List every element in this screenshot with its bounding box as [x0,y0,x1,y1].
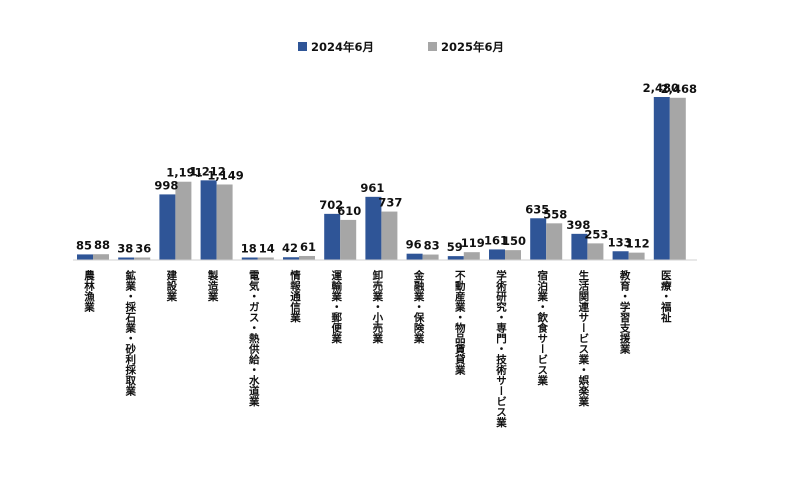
data-label-1-3: 998 [154,178,178,192]
legend-label-2: 2025年6月 [441,40,504,54]
category-label-2: 鉱業・採石業・砂利採取業 [124,269,136,397]
bar-2-12 [546,223,563,260]
bar-2-14 [628,252,645,260]
bar-2-5 [257,257,274,260]
legend-swatch-2 [428,42,437,51]
category-label-3: 建設業 [165,269,177,302]
bar-1-13 [571,233,588,260]
data-label-1-14: 133 [608,235,632,249]
bar-2-2 [134,257,151,260]
bar-1-1 [77,254,93,260]
category-label-12: 宿泊業・飲食サービス業 [536,269,548,386]
bar-2-11 [505,250,521,260]
data-label-2-4: 1,149 [207,168,243,182]
bar-2-7 [340,219,357,260]
data-label-2-6: 61 [300,240,316,254]
data-label-2-9: 83 [424,239,440,253]
category-label-15: 医療・福祉 [660,270,672,323]
bar-1-3 [159,194,176,260]
data-label-2-3: 1,191 [166,166,202,180]
data-label-2-15: 2,468 [661,82,697,96]
data-label-2-14: 112 [626,237,650,251]
category-label-9: 金融業・保険業 [413,269,425,344]
bar-1-2 [118,257,135,260]
data-label-2-1: 88 [94,238,110,252]
data-label-1-1: 85 [76,238,92,252]
data-label-1-13: 398 [566,218,590,232]
bar-1-7 [324,213,341,260]
legend: 2024年6月 2025年6月 [298,40,504,54]
data-label-2-8: 737 [378,196,402,210]
data-label-1-10: 59 [447,240,463,254]
data-label-1-9: 96 [406,238,422,252]
bar-1-4 [200,180,217,260]
legend-label-1: 2024年6月 [311,40,374,54]
category-label-4: 製造業 [207,269,219,302]
bar-1-5 [241,257,258,260]
bar-1-15 [653,97,670,260]
data-label-1-7: 702 [319,198,343,212]
data-label-2-10: 119 [461,236,485,250]
category-label-1: 農林漁業 [83,269,95,313]
bar-2-15 [669,97,686,260]
category-label-8: 卸売業・小売業 [371,269,383,344]
data-label-1-12: 635 [525,202,549,216]
bar-2-6 [299,255,315,260]
data-label-2-12: 558 [543,207,567,221]
bars [77,97,686,260]
bar-1-9 [406,253,423,260]
data-label-1-5: 18 [241,242,257,256]
bar-2-4 [216,184,233,260]
category-label-11: 学術研究・専門・技術サービス業 [495,269,507,428]
data-label-2-2: 36 [135,242,151,256]
bar-1-11 [489,249,505,260]
category-label-14: 教育・学習支援業 [619,269,631,355]
category-label-13: 生活関連サービス業・娯楽業 [577,269,589,407]
data-label-1-15: 2,480 [643,81,679,95]
data-label-1-6: 42 [282,241,298,255]
bar-1-10 [447,256,464,260]
data-label-1-11: 161 [484,233,508,247]
category-label-10: 不動産業・物品賃貸業 [454,270,466,376]
bar-1-14 [612,251,629,260]
bar-2-10 [463,252,480,260]
category-label-7: 運輸業・郵便業 [330,270,342,344]
data-label-2-7: 610 [337,204,361,218]
bar-1-8 [365,196,382,260]
bar-2-13 [587,243,604,260]
data-label-2-5: 14 [259,242,275,256]
data-label-1-8: 961 [360,181,384,195]
bar-1-6 [283,257,299,260]
bar-2-9 [422,254,439,260]
legend-swatch-1 [298,42,307,51]
bar-2-8 [381,211,398,260]
data-label-2-11: 150 [502,234,526,248]
data-label-1-4: 1,212 [189,164,225,178]
data-label-2-13: 253 [584,227,608,241]
bar-2-1 [93,254,109,260]
category-label-6: 情報通信業 [289,269,301,323]
bar-1-12 [530,218,547,260]
data-label-1-2: 38 [117,242,133,256]
bar-2-3 [175,181,192,260]
category-label-5: 電気・ガス・熱供給・水道業 [248,270,260,407]
category-labels: 農林漁業 鉱業・採石業・砂利採取業 建設業 製造業 電気・ガス・熱供給・水道業 情報通信業… [83,269,672,428]
